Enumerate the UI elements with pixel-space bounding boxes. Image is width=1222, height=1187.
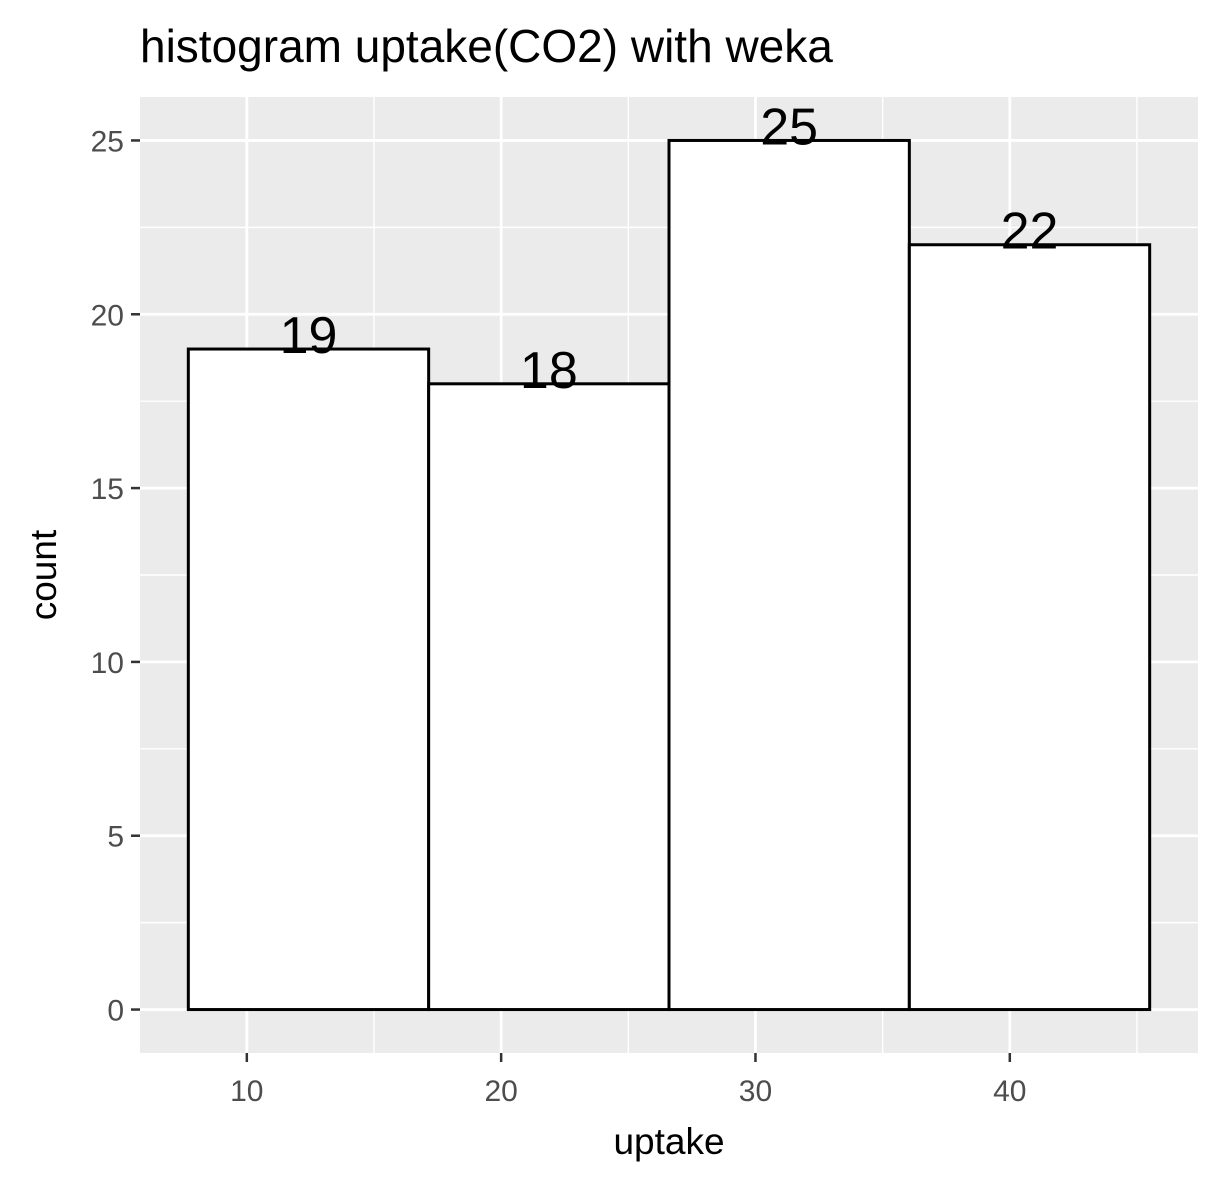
x-tick-label-2: 30 — [739, 1075, 772, 1108]
y-tick-label-4: 20 — [91, 299, 124, 332]
bar-label-0: 19 — [280, 307, 338, 365]
x-axis: 10 20 30 40 — [230, 1053, 1026, 1108]
y-axis: 0 5 10 15 20 25 — [91, 125, 140, 1028]
histogram-bar-2 — [667, 138, 911, 1012]
y-tick-label-0: 0 — [107, 995, 124, 1028]
x-axis-title: uptake — [613, 1121, 724, 1162]
x-tick-label-0: 10 — [230, 1075, 263, 1108]
y-tick-label-3: 15 — [91, 473, 124, 506]
histogram-bar-1 — [427, 382, 671, 1012]
bar-label-3: 22 — [1001, 203, 1059, 261]
bar-label-2: 25 — [760, 98, 818, 156]
x-tick-label-1: 20 — [484, 1075, 517, 1108]
bar-label-1: 18 — [520, 342, 578, 400]
histogram-bar-3 — [907, 243, 1152, 1012]
y-tick-label-2: 10 — [91, 647, 124, 680]
bar-count-labels: 19 18 25 22 — [280, 98, 1059, 399]
y-tick-label-1: 5 — [107, 821, 124, 854]
x-tick-label-3: 40 — [993, 1075, 1026, 1108]
histogram-bar-0 — [186, 347, 431, 1012]
y-tick-label-5: 25 — [91, 125, 124, 158]
histogram-bars — [186, 138, 1152, 1012]
y-axis-title: count — [23, 529, 64, 620]
chart-title: histogram uptake(CO2) with weka — [140, 20, 833, 72]
